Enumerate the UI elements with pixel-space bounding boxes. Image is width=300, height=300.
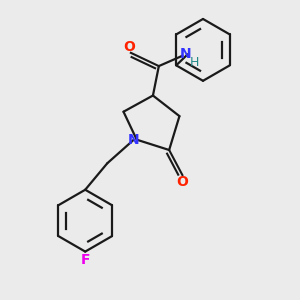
Text: N: N — [128, 133, 139, 147]
Text: O: O — [176, 176, 188, 189]
Text: N: N — [179, 47, 191, 61]
Text: O: O — [124, 40, 135, 54]
Text: F: F — [80, 253, 90, 267]
Text: H: H — [190, 56, 200, 69]
